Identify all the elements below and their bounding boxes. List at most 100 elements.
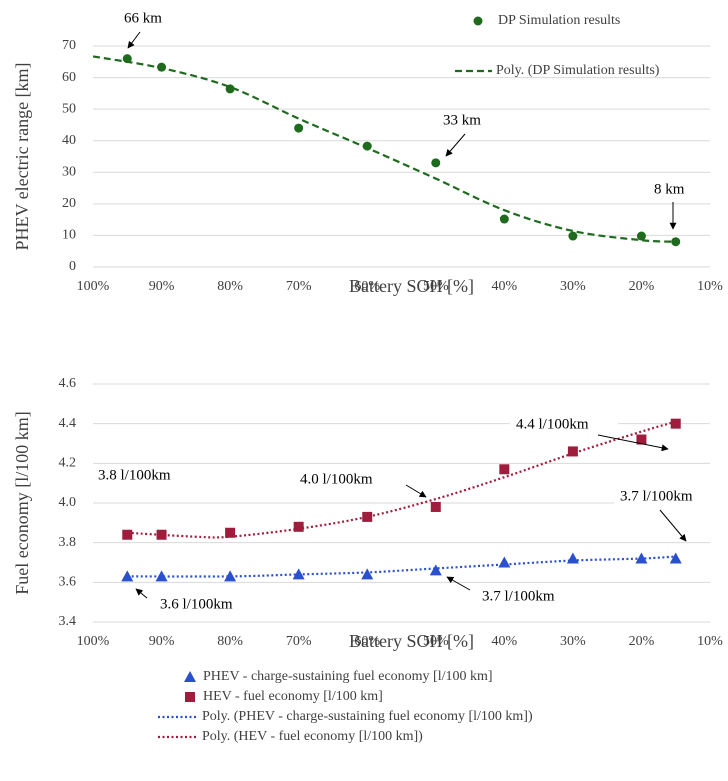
point [567,446,578,457]
point [157,62,167,72]
point [362,511,373,522]
annotation: 3.8 l/100km [98,467,171,483]
trend-line [127,420,677,539]
point [568,231,578,241]
x-tick-label: 50% [423,279,449,294]
point [155,570,168,582]
point [184,671,196,682]
annotation-box [294,468,402,492]
y-tick-label: 70 [62,38,76,53]
x-tick-label: 40% [491,279,517,294]
point [292,568,305,580]
annotation: 4.4 l/100km [516,416,589,432]
trend-line [127,555,676,578]
y-tick-label: 50 [62,101,76,116]
point [498,556,511,568]
x-tick-label: 30% [560,634,586,649]
x-axis-title: Battery SOH [%] [349,276,474,296]
annotation-arrow [597,434,669,452]
legend-label: PHEV - charge-sustaining fuel economy [l… [203,669,493,684]
point [566,552,579,564]
annotation-arrow [659,509,687,542]
point [361,568,374,580]
y-tick-label: 3.4 [59,614,77,629]
x-tick-label: 30% [560,279,586,294]
y-tick-label: 40 [62,133,76,148]
chart: 3.4 3.6 3.8 4.0 4.2 4.4 4.6 100% 90% 80% 70% 60% 50%… [12,376,723,744]
annotation-arrow [445,133,466,157]
x-tick-label: 70% [286,279,312,294]
legend-label: DP Simulation results [498,13,620,28]
annotation: 66 km [124,10,162,26]
point [636,434,647,445]
x-tick-label: 60% [354,634,380,649]
point [636,231,646,241]
x-tick-label: 80% [217,279,243,294]
point [185,692,195,702]
annotation-arrow [135,588,148,599]
chart: 0 10 20 30 40 50 60 70 100% 90% 80% 70% 60% 50% 40% 30%… [12,10,723,296]
y-tick-label: 30 [62,165,76,180]
y-tick-label: 3.6 [59,575,77,590]
point [294,123,304,133]
y-tick-label: 10 [62,228,76,243]
x-tick-label: 90% [149,634,175,649]
x-tick-label: 50% [423,634,449,649]
legend-label: Poly. (HEV - fuel economy [l/100 km]) [202,729,423,744]
annotation: 4.0 l/100km [300,471,373,487]
y-tick-label: 4.4 [59,416,77,431]
point [669,552,682,564]
point [121,570,134,582]
y-tick-label: 4.6 [59,376,77,391]
annotation-box [476,585,584,609]
annotation-box [92,464,200,488]
x-axis-title: Battery SOH [%] [349,631,474,651]
point [671,237,681,247]
point [225,527,236,538]
point [431,158,441,168]
point [635,552,648,564]
y-axis-title: PHEV electric range [km] [12,62,32,250]
point [224,570,237,582]
annotation-arrow [127,31,141,49]
point [499,214,509,224]
x-tick-label: 100% [77,279,110,294]
annotation-arrow [405,484,427,498]
x-tick-label: 70% [286,634,312,649]
legend-label: HEV - fuel economy [l/100 km] [203,689,383,704]
x-tick-label: 60% [354,279,380,294]
y-tick-label: 4.2 [59,456,77,471]
legend-label: Poly. (PHEV - charge-sustaining fuel eco… [202,709,533,724]
annotation-arrow [446,576,471,591]
x-tick-label: 40% [491,634,517,649]
x-tick-label: 80% [217,634,243,649]
point [499,464,510,475]
y-tick-label: 4.0 [59,495,77,510]
x-tick-label: 90% [149,279,175,294]
x-tick-label: 20% [629,279,655,294]
y-tick-label: 3.8 [59,535,77,550]
point [473,16,483,26]
point [293,521,304,532]
annotation: 3.7 l/100km [620,488,693,504]
x-tick-label: 20% [629,634,655,649]
point [156,529,167,540]
point [122,54,132,64]
annotation-box [614,485,722,509]
x-tick-label: 10% [697,634,723,649]
legend-label: Poly. (DP Simulation results) [496,63,660,78]
point [122,529,133,540]
annotation: 3.7 l/100km [482,588,555,604]
y-axis-title: Fuel economy [l/100 km] [12,411,32,594]
annotation-box [510,413,618,437]
annotation: 33 km [443,112,481,128]
x-tick-label: 100% [77,634,110,649]
x-tick-label: 10% [697,279,723,294]
y-tick-label: 60 [62,70,76,85]
point [430,501,441,512]
annotation: 3.6 l/100km [160,596,233,612]
y-tick-label: 20 [62,196,76,211]
trend-line [92,55,676,243]
point [225,84,235,94]
